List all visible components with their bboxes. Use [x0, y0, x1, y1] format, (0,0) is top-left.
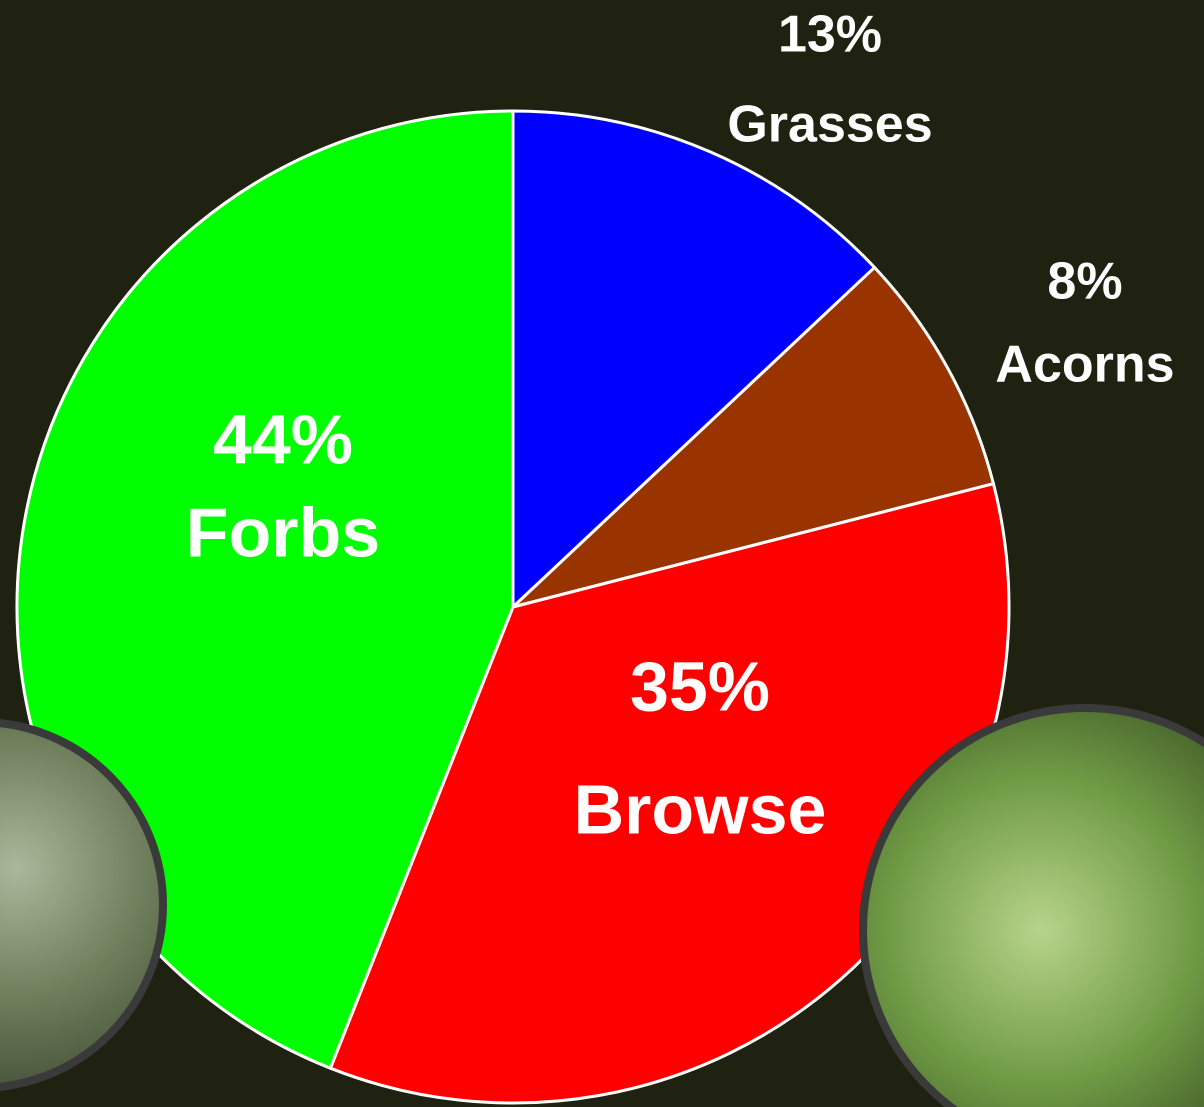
category-label: Browse — [574, 770, 827, 848]
value-label: 35% — [630, 647, 770, 725]
pie-slice — [328, 482, 1011, 1105]
category-label: Acorns — [995, 336, 1174, 394]
photo-browse — [859, 704, 1204, 1107]
pie — [15, 109, 1011, 1105]
value-label: 44% — [213, 400, 353, 478]
category-label: Forbs — [186, 493, 380, 571]
photo-forbs — [0, 719, 167, 1091]
category-label: Grasses — [727, 96, 932, 154]
value-label: 13% — [778, 6, 882, 64]
pie-slice — [511, 265, 995, 609]
pie-slice — [511, 109, 877, 609]
labels: 13% Grasses 8% Acorns 35% Browse 44% Forbs — [186, 6, 1175, 849]
value-label: 8% — [1047, 253, 1122, 311]
